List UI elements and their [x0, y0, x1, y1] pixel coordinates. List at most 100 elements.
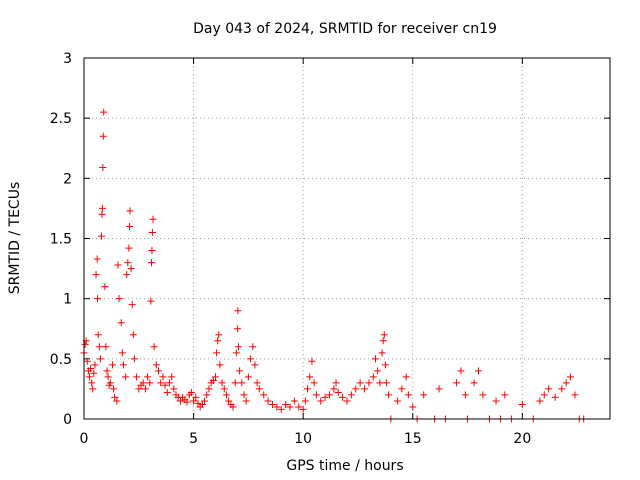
data-point: [380, 331, 388, 339]
data-point: [148, 228, 156, 236]
data-point: [205, 385, 213, 393]
data-point: [114, 261, 122, 269]
data-point: [163, 389, 171, 397]
data-point: [190, 397, 198, 405]
data-point: [148, 259, 156, 267]
data-point: [361, 385, 369, 393]
data-point: [194, 399, 202, 407]
y-tick-label: 3: [63, 51, 72, 67]
data-point: [235, 343, 243, 351]
data-point: [130, 355, 138, 363]
data-point: [135, 385, 143, 393]
data-point: [85, 373, 93, 381]
data-point: [244, 373, 252, 381]
x-tick-label: 0: [80, 431, 89, 447]
data-point: [152, 361, 160, 369]
data-point: [571, 391, 579, 399]
data-point: [159, 373, 167, 381]
data-point: [234, 307, 242, 315]
data-point: [492, 397, 500, 405]
data-point: [103, 367, 111, 375]
data-point: [150, 343, 158, 351]
data-point: [117, 319, 125, 327]
y-tick-label: 0: [63, 412, 72, 428]
data-point: [545, 385, 553, 393]
data-point: [155, 367, 163, 375]
data-point: [183, 398, 191, 406]
data-point: [343, 397, 351, 405]
data-point: [398, 385, 406, 393]
data-point: [409, 403, 417, 411]
data-point: [475, 367, 482, 375]
data-point: [98, 232, 106, 240]
data-point: [213, 349, 221, 357]
data-point: [88, 379, 96, 387]
data-point: [379, 337, 387, 345]
data-point: [106, 379, 114, 387]
data-point: [149, 215, 157, 223]
data-point: [310, 379, 318, 387]
data-point: [126, 222, 134, 230]
data-point: [260, 391, 268, 399]
data-point: [93, 255, 101, 263]
data-point: [192, 393, 200, 401]
data-point: [249, 343, 257, 351]
data-point: [365, 379, 373, 387]
x-tick-labels: 0 5 10 15 20: [80, 431, 532, 447]
data-point: [220, 385, 228, 393]
data-point: [127, 265, 135, 273]
data-point: [339, 393, 347, 401]
data-point: [255, 385, 263, 393]
data-point: [124, 259, 132, 267]
y-tick-label: 1: [63, 292, 72, 308]
data-point: [147, 297, 155, 305]
data-point: [96, 355, 104, 363]
data-point: [453, 379, 461, 387]
data-point: [98, 204, 106, 212]
data-point: [108, 361, 116, 369]
data-point: [115, 295, 123, 303]
data-point: [273, 403, 281, 411]
data-point: [83, 357, 91, 365]
data-point: [176, 397, 184, 405]
data-point: [253, 379, 261, 387]
data-point: [435, 385, 443, 393]
data-point: [126, 207, 134, 215]
data-point: [374, 367, 382, 375]
data-point: [325, 391, 333, 399]
data-point: [238, 379, 246, 387]
data-point: [209, 376, 217, 384]
data-point: [100, 108, 108, 116]
data-point: [92, 271, 100, 279]
data-point: [95, 343, 103, 351]
data-point: [501, 391, 509, 399]
y-tick-label: 0.5: [50, 352, 72, 368]
data-point: [567, 373, 575, 381]
data-point: [461, 391, 469, 399]
data-point: [101, 283, 109, 291]
data-points: [80, 108, 588, 423]
data-point: [299, 405, 307, 413]
data-point: [144, 373, 152, 381]
data-point: [118, 349, 126, 357]
data-point: [304, 385, 312, 393]
data-point: [98, 210, 106, 218]
data-point: [222, 391, 230, 399]
x-tick-label: 10: [294, 431, 312, 447]
data-point: [102, 343, 110, 351]
data-point: [139, 379, 147, 387]
x-tick-label: 5: [189, 431, 198, 447]
data-point: [308, 357, 316, 365]
data-point: [347, 391, 355, 399]
data-point: [540, 391, 548, 399]
data-point: [94, 331, 102, 339]
data-point: [479, 391, 487, 399]
data-point: [282, 401, 290, 409]
data-point: [286, 403, 294, 411]
data-point: [198, 401, 206, 409]
data-point: [214, 337, 222, 345]
data-point: [251, 361, 259, 369]
plot-area-frame: [83, 57, 611, 420]
data-point: [201, 397, 209, 405]
